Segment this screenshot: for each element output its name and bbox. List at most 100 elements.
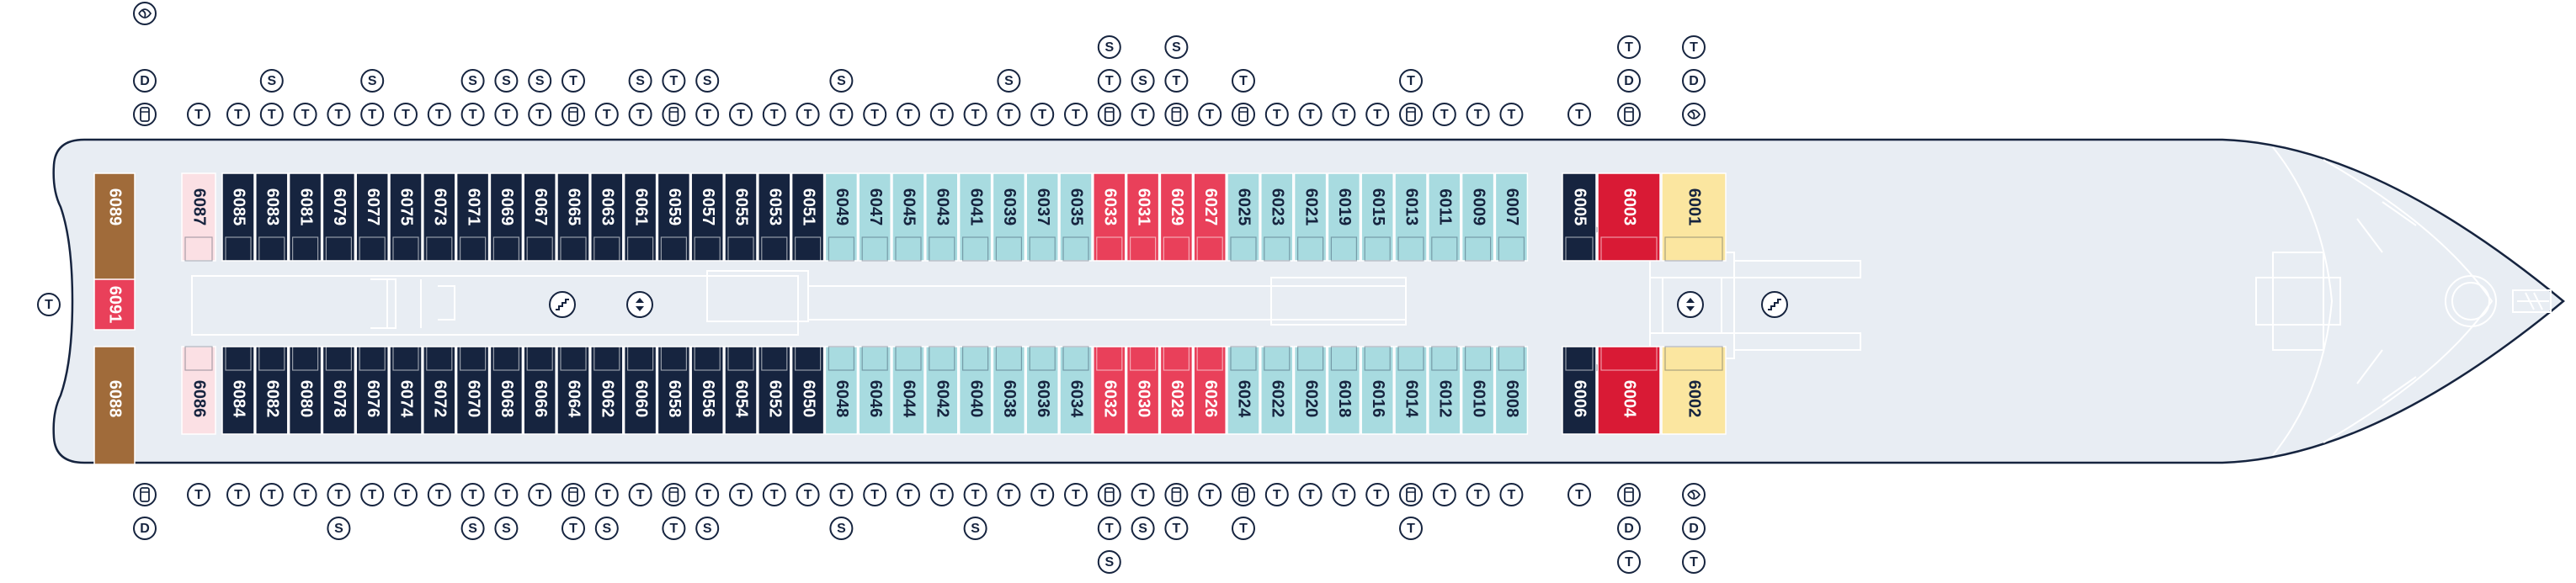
cabin-6075[interactable]: 6075: [389, 172, 423, 262]
sofa-bed-icon: S: [1097, 550, 1121, 574]
cabin-6070[interactable]: 6070: [455, 346, 490, 435]
cabin-6077[interactable]: 6077: [355, 172, 389, 262]
cabin-6062[interactable]: 6062: [590, 346, 624, 435]
cabin-6035[interactable]: 6035: [1059, 172, 1093, 262]
cabin-6052[interactable]: 6052: [758, 346, 791, 435]
cabin-6043[interactable]: 6043: [925, 172, 959, 262]
cabin-6003[interactable]: 6003: [1597, 172, 1661, 262]
cabin-6032[interactable]: 6032: [1093, 346, 1126, 435]
cabin-6083[interactable]: 6083: [255, 172, 289, 262]
cabin-6001[interactable]: 6001: [1661, 172, 1727, 262]
cabin-6064[interactable]: 6064: [556, 346, 590, 435]
cabin-6008[interactable]: 6008: [1494, 346, 1529, 435]
cabin-6053[interactable]: 6053: [758, 172, 791, 262]
cabin-6024[interactable]: 6024: [1227, 346, 1260, 435]
cabin-6021[interactable]: 6021: [1293, 172, 1328, 262]
cabin-6002[interactable]: 6002: [1661, 346, 1727, 435]
cabin-6060[interactable]: 6060: [623, 346, 657, 435]
cabin-6023[interactable]: 6023: [1260, 172, 1294, 262]
cabin-6073[interactable]: 6073: [423, 172, 456, 262]
cabin-6081[interactable]: 6081: [288, 172, 322, 262]
cabin-6049[interactable]: 6049: [824, 172, 859, 262]
cabin-6020[interactable]: 6020: [1293, 346, 1328, 435]
cabin-6058[interactable]: 6058: [657, 346, 691, 435]
cabin-6015[interactable]: 6015: [1360, 172, 1394, 262]
cabin-6071[interactable]: 6071: [455, 172, 490, 262]
cabin-6030[interactable]: 6030: [1126, 346, 1160, 435]
cabin-6087[interactable]: 6087: [181, 172, 216, 262]
cabin-6038[interactable]: 6038: [992, 346, 1026, 435]
cabin-6004[interactable]: 6004: [1597, 346, 1661, 435]
cabin-6059[interactable]: 6059: [657, 172, 691, 262]
cabin-6050[interactable]: 6050: [790, 346, 825, 435]
sofa-bed-icon: S: [695, 517, 720, 540]
cabin-6040[interactable]: 6040: [958, 346, 993, 435]
cabin-6063[interactable]: 6063: [590, 172, 624, 262]
cabin-6007[interactable]: 6007: [1494, 172, 1529, 262]
cabin-6010[interactable]: 6010: [1461, 346, 1495, 435]
cabin-6041[interactable]: 6041: [958, 172, 993, 262]
cabin-6022[interactable]: 6022: [1260, 346, 1294, 435]
cabin-6072[interactable]: 6072: [423, 346, 456, 435]
cabin-6016[interactable]: 6016: [1360, 346, 1394, 435]
cabin-6042[interactable]: 6042: [925, 346, 959, 435]
cabin-6025[interactable]: 6025: [1227, 172, 1260, 262]
cabin-6057[interactable]: 6057: [690, 172, 724, 262]
cabin-6014[interactable]: 6014: [1394, 346, 1428, 435]
cabin-6029[interactable]: 6029: [1159, 172, 1194, 262]
cabin-6082[interactable]: 6082: [255, 346, 289, 435]
cabin-6036[interactable]: 6036: [1025, 346, 1059, 435]
cabin-6068[interactable]: 6068: [489, 346, 524, 435]
svg-text:S: S: [468, 74, 477, 88]
cabin-6069[interactable]: 6069: [489, 172, 524, 262]
cabin-6055[interactable]: 6055: [724, 172, 758, 262]
cabin-6037[interactable]: 6037: [1025, 172, 1059, 262]
cabins[interactable]: 6089 6087 6085 6083 6081 6079 6077 6075 6073 6071…: [93, 172, 1727, 465]
cabin-6088[interactable]: 6088: [93, 346, 136, 465]
cabin-6067[interactable]: 6067: [523, 172, 556, 262]
cabin-6012[interactable]: 6012: [1428, 346, 1461, 435]
cabin-6019[interactable]: 6019: [1327, 172, 1361, 262]
cabin-6039[interactable]: 6039: [992, 172, 1026, 262]
cabin-6044[interactable]: 6044: [891, 346, 925, 435]
cabin-6018[interactable]: 6018: [1327, 346, 1361, 435]
cabin-6027[interactable]: 6027: [1193, 172, 1227, 262]
cabin-6066[interactable]: 6066: [523, 346, 556, 435]
cabin-6080[interactable]: 6080: [288, 346, 322, 435]
cabin-6034[interactable]: 6034: [1059, 346, 1093, 435]
cabin-6048[interactable]: 6048: [824, 346, 859, 435]
cabin-6086[interactable]: 6086: [181, 346, 216, 435]
cabin-6031[interactable]: 6031: [1126, 172, 1160, 262]
cabin-6051[interactable]: 6051: [790, 172, 825, 262]
cabin-6076[interactable]: 6076: [355, 346, 389, 435]
cabin-6065[interactable]: 6065: [556, 172, 590, 262]
cabin-6085[interactable]: 6085: [221, 172, 255, 262]
cabin-6074[interactable]: 6074: [389, 346, 423, 435]
cabin-6013[interactable]: 6013: [1394, 172, 1428, 262]
cabin-6047[interactable]: 6047: [858, 172, 891, 262]
cabin-6091[interactable]: 6091: [93, 278, 136, 331]
cabin-6045[interactable]: 6045: [891, 172, 925, 262]
cabin-6078[interactable]: 6078: [322, 346, 356, 435]
cabin-6056[interactable]: 6056: [690, 346, 724, 435]
cabin-6026[interactable]: 6026: [1193, 346, 1227, 435]
cabin-6028[interactable]: 6028: [1159, 346, 1194, 435]
cabin-6089[interactable]: 6089: [93, 172, 136, 292]
cabin-number: 6079: [330, 188, 349, 226]
svg-text:T: T: [636, 488, 645, 502]
twin-bed-icon: T: [1682, 35, 1706, 59]
svg-text:T: T: [971, 108, 980, 122]
cabin-6009[interactable]: 6009: [1461, 172, 1495, 262]
cabin-6046[interactable]: 6046: [858, 346, 891, 435]
cabin-6011[interactable]: 6011: [1428, 172, 1461, 262]
cabin-6054[interactable]: 6054: [724, 346, 758, 435]
twin-bed-icon: T: [360, 103, 385, 126]
cabin-6079[interactable]: 6079: [322, 172, 356, 262]
cabin-6033[interactable]: 6033: [1093, 172, 1126, 262]
cabin-6084[interactable]: 6084: [221, 346, 255, 435]
cabin-6061[interactable]: 6061: [623, 172, 657, 262]
cabin-6006[interactable]: 6006: [1562, 346, 1597, 435]
cabin-6005[interactable]: 6005: [1562, 172, 1597, 262]
cabin-number: 6045: [900, 188, 918, 226]
cabin-number: 6015: [1369, 188, 1387, 226]
